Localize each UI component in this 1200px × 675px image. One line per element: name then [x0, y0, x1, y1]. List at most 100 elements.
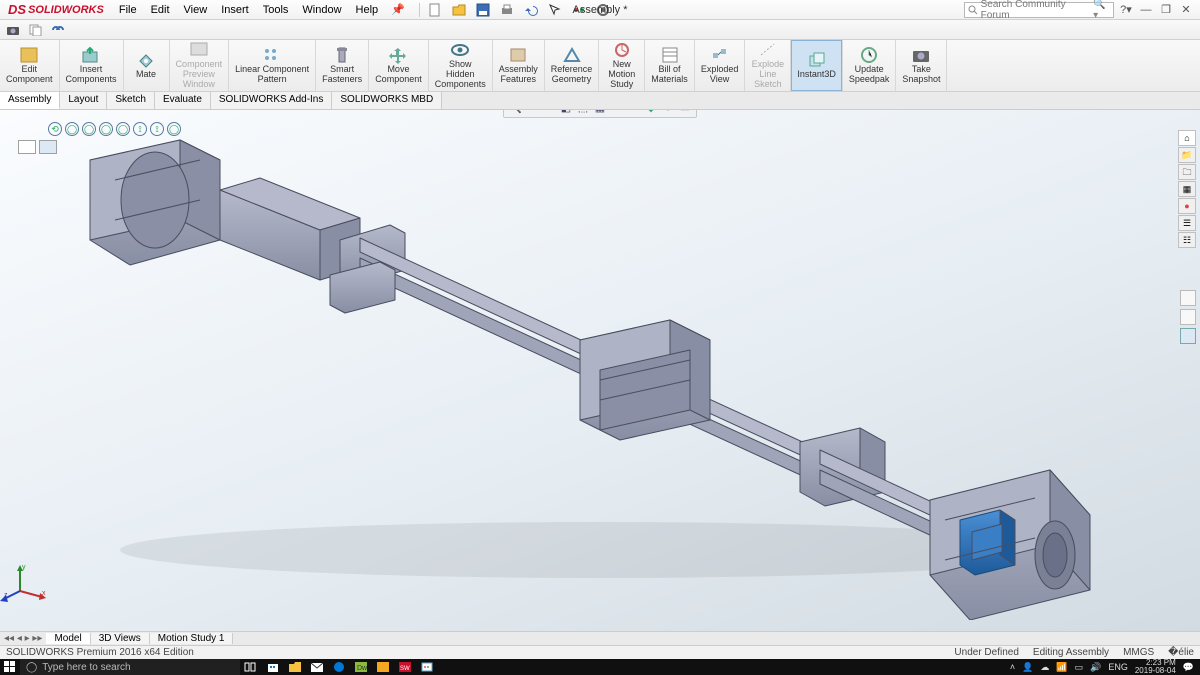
tab-layout[interactable]: Layout [60, 92, 107, 109]
orientation-triad[interactable]: y x z [10, 561, 50, 601]
tab-solidworks-add-ins[interactable]: SOLIDWORKS Add-Ins [211, 92, 332, 109]
menu-edit[interactable]: Edit [144, 4, 177, 16]
ribbon-instant3d[interactable]: Instant3D [791, 40, 843, 91]
tab-assembly[interactable]: Assembly [0, 92, 60, 109]
help-icon[interactable]: ?▾ [1118, 3, 1134, 16]
hud-zoom-fit-icon[interactable]: 🔍 [508, 110, 522, 115]
tab-solidworks-mbd[interactable]: SOLIDWORKS MBD [332, 92, 442, 109]
tab-evaluate[interactable]: Evaluate [155, 92, 211, 109]
hud-zoom-area-icon[interactable]: ⌕ [525, 110, 539, 115]
taskpane-appearances-icon[interactable]: ● [1178, 198, 1196, 214]
hud-display-icon[interactable]: ▦ [593, 110, 607, 115]
solidworks-taskbar-icon[interactable]: SW [394, 659, 416, 675]
hud-hide-icon[interactable]: ◐ [610, 110, 624, 115]
pin-icon[interactable]: 📌 [385, 3, 411, 16]
hud-settings-icon[interactable]: ▾ [661, 110, 675, 115]
close-icon[interactable]: ✕ [1178, 3, 1194, 16]
ribbon-speedpak[interactable]: Update Speedpak [843, 40, 897, 91]
ribbon-insert[interactable]: Insert Components [60, 40, 124, 91]
ribbon-mate[interactable]: Mate [124, 40, 170, 91]
compass-1[interactable] [1180, 290, 1196, 306]
app2-icon[interactable] [372, 659, 394, 675]
tab-sketch[interactable]: Sketch [107, 92, 155, 109]
tray-volume-icon[interactable]: 🔊 [1090, 662, 1101, 673]
explorer-icon[interactable] [284, 659, 306, 675]
store-icon[interactable] [262, 659, 284, 675]
bottom-tab-motion[interactable]: Motion Study 1 [150, 633, 234, 644]
hud-scene-icon[interactable]: ◆ [644, 110, 658, 115]
hud-orient-icon[interactable]: ⬚ [576, 110, 590, 115]
qat-undo-icon[interactable] [520, 2, 542, 18]
taskbar-search[interactable]: ◯ Type here to search [20, 659, 240, 675]
hud-appearance-icon[interactable]: ● [627, 110, 641, 115]
menu-help[interactable]: Help [349, 4, 386, 16]
ribbon-snapshot[interactable]: Take Snapshot [896, 40, 947, 91]
ribbon-label: Insert Components [66, 65, 117, 85]
flyout-1[interactable] [18, 140, 36, 154]
ribbon-pattern[interactable]: Linear Component Pattern [229, 40, 316, 91]
tray-notifications-icon[interactable]: 💬 [1183, 662, 1194, 673]
hud-section-icon[interactable]: ◧ [559, 110, 573, 115]
ribbon-motion[interactable]: New Motion Study [599, 40, 645, 91]
qat-select-icon[interactable] [544, 2, 566, 18]
minimize-icon[interactable]: — [1138, 4, 1154, 16]
start-button[interactable] [0, 659, 20, 675]
ribbon-bom[interactable]: Bill of Materials [645, 40, 695, 91]
hud-prev-view-icon[interactable]: ↶ [542, 110, 556, 115]
mail-icon[interactable] [306, 659, 328, 675]
search-input[interactable]: Search Community Forum 🔍▾ [964, 2, 1114, 18]
bottom-tab-model[interactable]: Model [46, 633, 90, 644]
edge-icon[interactable] [328, 659, 350, 675]
ribbon-move[interactable]: Move Component [369, 40, 429, 91]
secondary-toolbar [0, 20, 1200, 40]
taskpane-file-explorer-icon[interactable]: 🗀 [1178, 164, 1196, 180]
tray-lang[interactable]: ENG [1108, 662, 1128, 672]
menu-file[interactable]: File [112, 4, 144, 16]
ribbon-show[interactable]: Show Hidden Components [429, 40, 493, 91]
restore-icon[interactable]: ❐ [1158, 3, 1174, 16]
task-view-icon[interactable] [240, 659, 262, 675]
menu-tools[interactable]: Tools [256, 4, 296, 16]
flyout-2[interactable] [39, 140, 57, 154]
menu-window[interactable]: Window [295, 4, 348, 16]
qat-save-icon[interactable] [472, 2, 494, 18]
tray-up-icon[interactable]: ˄ [1010, 662, 1015, 672]
heads-up-view-toolbar: 🔍 ⌕ ↶ ◧ ⬚ ▦ ◐ ● ◆ ▾ ▭ [503, 110, 697, 118]
graphics-viewport[interactable]: ⊞ ▭ — ❐ ✕ 🔍 ⌕ ↶ ◧ ⬚ ▦ ◐ ● ◆ ▾ ▭ ⟲ ◯ ◯ ◯ … [0, 110, 1200, 631]
ribbon-label: Instant3D [797, 70, 836, 80]
app1-icon[interactable]: Dw [350, 659, 372, 675]
ribbon-label: Move Component [375, 65, 422, 85]
taskpane-forum-icon[interactable]: ☷ [1178, 232, 1196, 248]
taskpane-design-lib-icon[interactable]: 📁 [1178, 147, 1196, 163]
compass-2[interactable] [1180, 309, 1196, 325]
menu-bar: DS SOLIDWORKS File Edit View Insert Tool… [0, 0, 1200, 20]
link-icon[interactable] [50, 23, 66, 37]
tray-clock[interactable]: 2:23 PM 2019-08-04 [1135, 659, 1176, 675]
ribbon-fastener[interactable]: Smart Fasteners [316, 40, 369, 91]
tray-people-icon[interactable]: 👤 [1022, 662, 1033, 673]
menu-view[interactable]: View [177, 4, 215, 16]
taskpane-view-palette-icon[interactable]: ▦ [1178, 181, 1196, 197]
taskpane-resources-icon[interactable]: ⌂ [1178, 130, 1196, 146]
qat-print-icon[interactable] [496, 2, 518, 18]
ribbon-explode[interactable]: Exploded View [695, 40, 746, 91]
status-custom-icon[interactable]: �élie [1168, 647, 1194, 658]
tray-battery-icon[interactable]: ▭ [1075, 662, 1084, 673]
taskpane-custom-props-icon[interactable]: ☰ [1178, 215, 1196, 231]
ribbon-afeat[interactable]: Assembly Features [493, 40, 545, 91]
qat-new-icon[interactable] [424, 2, 446, 18]
status-units[interactable]: MMGS [1123, 647, 1154, 658]
paint-icon[interactable] [416, 659, 438, 675]
copy-icon[interactable] [28, 23, 44, 37]
menu-insert[interactable]: Insert [214, 4, 256, 16]
tray-onedrive-icon[interactable]: ☁ [1040, 662, 1049, 673]
hud-render-icon[interactable]: ▭ [678, 110, 692, 115]
ribbon-refgeo[interactable]: Reference Geometry [545, 40, 600, 91]
tray-network-icon[interactable]: 📶 [1056, 662, 1067, 673]
ribbon-edit[interactable]: Edit Component [0, 40, 60, 91]
bottom-tab-nav[interactable]: ◂◂ ◂ ▸ ▸▸ [0, 633, 46, 644]
qat-open-icon[interactable] [448, 2, 470, 18]
bottom-tab-3dviews[interactable]: 3D Views [91, 633, 150, 644]
camera-icon[interactable] [6, 23, 22, 37]
compass-3[interactable] [1180, 328, 1196, 344]
